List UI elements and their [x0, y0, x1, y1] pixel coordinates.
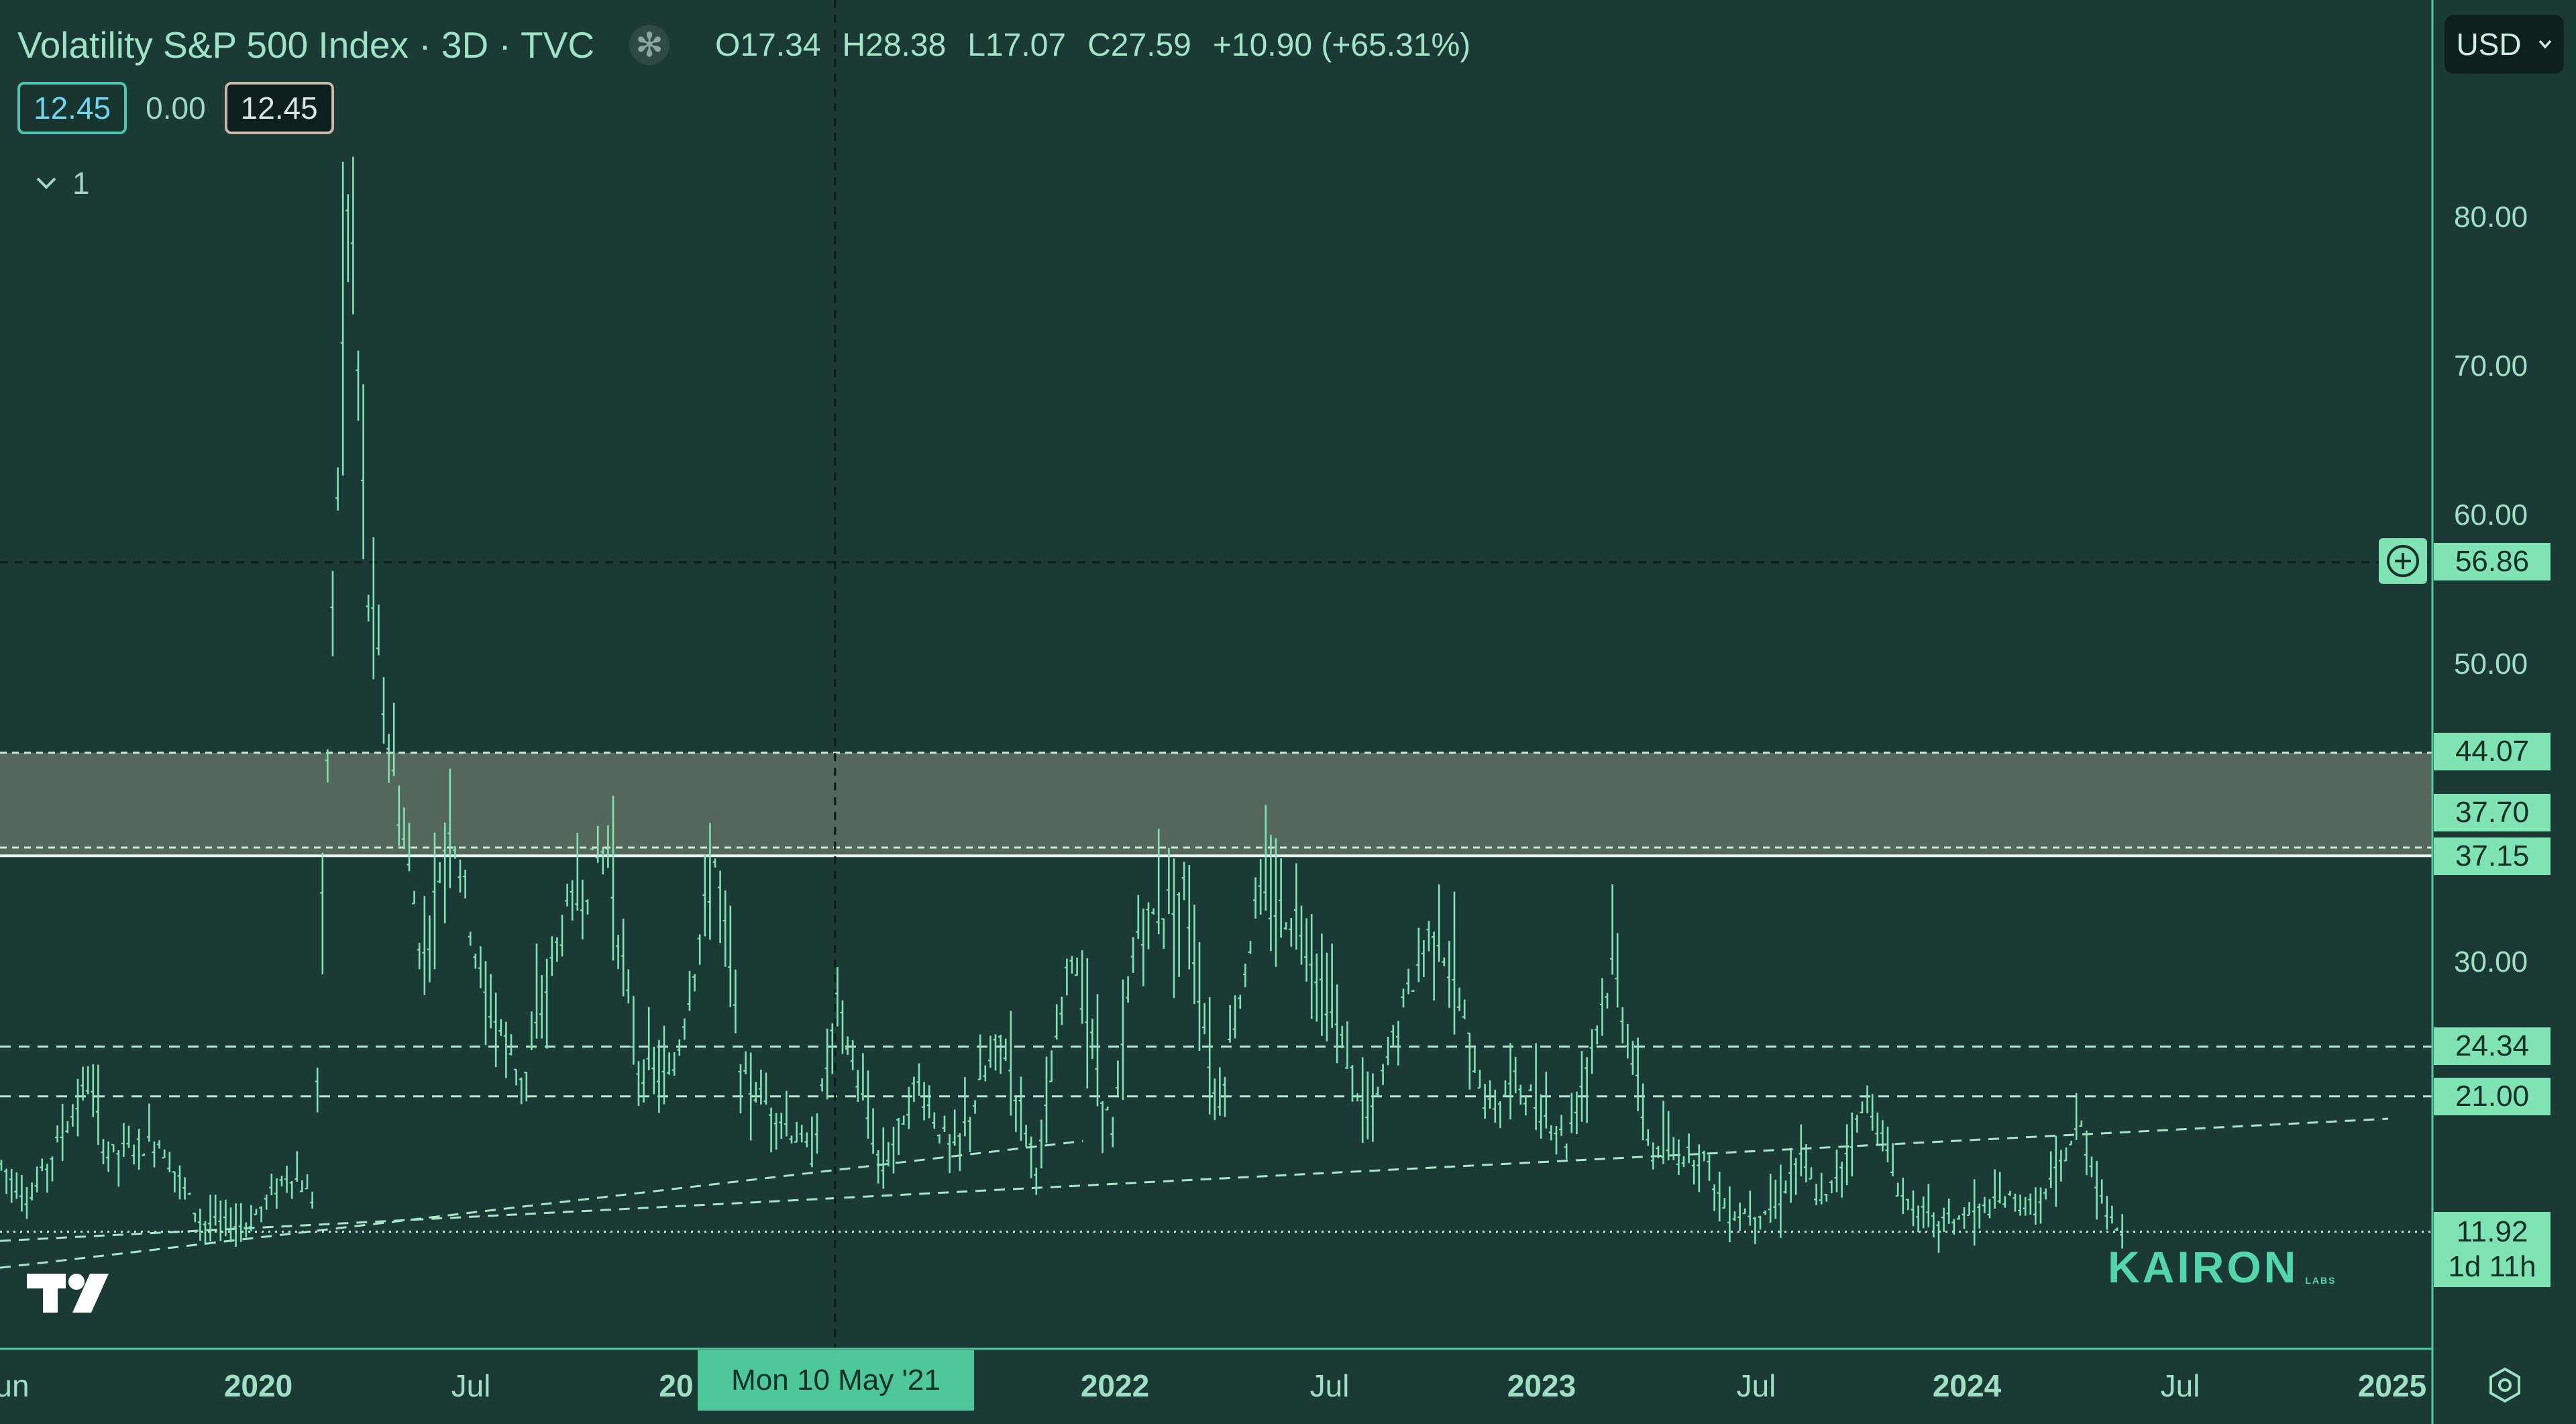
symbol-title[interactable]: Volatility S&P 500 Index · 3D · TVC	[17, 24, 595, 66]
time-tick: 20	[659, 1368, 694, 1403]
price-tick: 50.00	[2454, 648, 2528, 680]
brand-watermark: KAIRON LABS	[2108, 1241, 2336, 1292]
crosshair-price-tag: 56.86	[2434, 543, 2551, 580]
legend-count: 1	[72, 166, 90, 201]
open-value: O17.34	[715, 27, 821, 63]
chevron-down-icon	[36, 177, 56, 189]
time-tick: 2022	[1080, 1368, 1150, 1403]
trendline	[0, 1117, 2389, 1242]
brand-sub: LABS	[2305, 1275, 2337, 1286]
level-tag: 24.34	[2434, 1027, 2551, 1065]
time-tick: un	[0, 1368, 30, 1403]
level-tag: 21.00	[2434, 1078, 2551, 1115]
currency-value: USD	[2456, 27, 2522, 62]
last-price-tag: 11.92 1d 11h	[2434, 1212, 2551, 1287]
resistance-zone	[0, 752, 2432, 856]
level-tag: 37.70	[2434, 794, 2551, 831]
time-tick: Jul	[2160, 1368, 2200, 1403]
level-tag: 44.07	[2434, 733, 2551, 770]
price-tick: 70.00	[2454, 350, 2528, 383]
indicator-legend-toggle[interactable]: 1	[35, 165, 90, 201]
chevron-down-icon	[2538, 40, 2551, 49]
low-value: L17.07	[967, 27, 1067, 63]
change-value: +10.90 (+65.31%)	[1212, 27, 1471, 63]
price-tick: 60.00	[2454, 499, 2528, 531]
spread-value: 0.00	[146, 91, 206, 125]
price-tick: 30.00	[2454, 946, 2528, 978]
time-tick: 2024	[1932, 1368, 2002, 1403]
high-value: H28.38	[842, 27, 947, 63]
bar-countdown: 1d 11h	[2448, 1250, 2536, 1283]
settings-icon[interactable]	[2486, 1366, 2524, 1407]
price-tick: 80.00	[2454, 201, 2528, 234]
time-tick: Jul	[1736, 1368, 1776, 1403]
trendline	[0, 1139, 1083, 1269]
add-alert-button[interactable]	[2379, 538, 2427, 584]
level-tag: 37.15	[2434, 837, 2551, 875]
asterisk-icon[interactable]: ✻	[629, 25, 670, 65]
time-tick: Jul	[1309, 1368, 1350, 1403]
currency-select[interactable]: USD	[2445, 15, 2564, 74]
bid-box[interactable]: 12.45	[17, 82, 127, 134]
ohlc-readout: O17.34 H28.38 L17.07 C27.59 +10.90 (+65.…	[715, 27, 1470, 64]
last-price: 11.92	[2456, 1215, 2528, 1248]
time-tick: 2020	[223, 1368, 293, 1403]
ask-box[interactable]: 12.45	[224, 82, 334, 134]
close-value: C27.59	[1087, 27, 1191, 63]
time-tick: 2025	[2357, 1368, 2427, 1403]
crosshair-date-tag: Mon 10 May '21	[698, 1350, 974, 1411]
time-tick: 2023	[1507, 1368, 1576, 1403]
time-tick: Jul	[451, 1368, 491, 1403]
plus-circle-icon	[2387, 545, 2419, 577]
brand-name: KAIRON	[2108, 1242, 2299, 1292]
chart-header: Volatility S&P 500 Index · 3D · TVC ✻ O1…	[17, 15, 1470, 75]
tradingview-logo-icon[interactable]	[24, 1270, 111, 1321]
quote-row: 12.45 0.00 12.45	[17, 82, 334, 134]
